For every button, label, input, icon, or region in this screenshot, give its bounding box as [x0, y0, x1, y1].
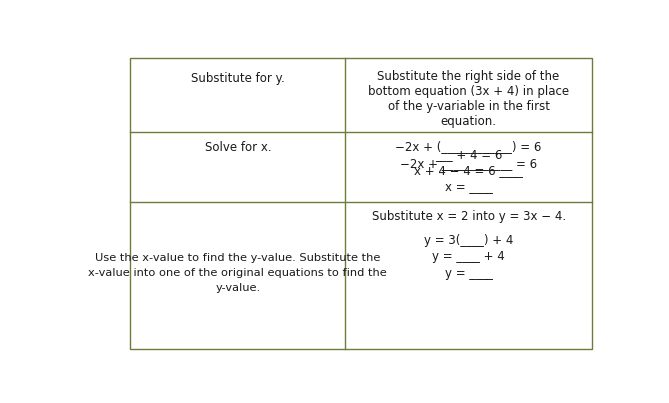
Text: Substitute for y.: Substitute for y. [191, 72, 285, 85]
Text: −2x + (____________) = 6: −2x + (____________) = 6 [395, 141, 542, 154]
Text: y = ____ + 4: y = ____ + 4 [432, 250, 505, 264]
Text: Substitute x = 2 into y = 3x − 4.: Substitute x = 2 into y = 3x − 4. [371, 210, 566, 223]
Text: y-value.: y-value. [215, 283, 260, 293]
Text: x-value into one of the original equations to find the: x-value into one of the original equatio… [88, 268, 387, 278]
Text: Solve for x.: Solve for x. [205, 141, 271, 154]
Text: Substitute the right side of the: Substitute the right side of the [377, 70, 560, 83]
Text: x + 4 − 4 = 6 ____: x + 4 − 4 = 6 ____ [414, 164, 523, 177]
Text: x = ____: x = ____ [445, 180, 492, 193]
Text: ___ + 4 = 6: ___ + 4 = 6 [435, 147, 502, 160]
Text: Use the x-value to find the y-value. Substitute the: Use the x-value to find the y-value. Sub… [95, 253, 381, 264]
Text: y = ____: y = ____ [445, 267, 492, 280]
Text: of the y-variable in the first: of the y-variable in the first [387, 100, 550, 113]
Text: bottom equation (3x + 4) in place: bottom equation (3x + 4) in place [368, 85, 569, 98]
Text: y = 3(____) + 4: y = 3(____) + 4 [424, 234, 513, 247]
Text: equation.: equation. [441, 115, 496, 128]
Text: −2x + ____________ = 6: −2x + ____________ = 6 [400, 157, 537, 170]
Bar [130, 58, 592, 349]
